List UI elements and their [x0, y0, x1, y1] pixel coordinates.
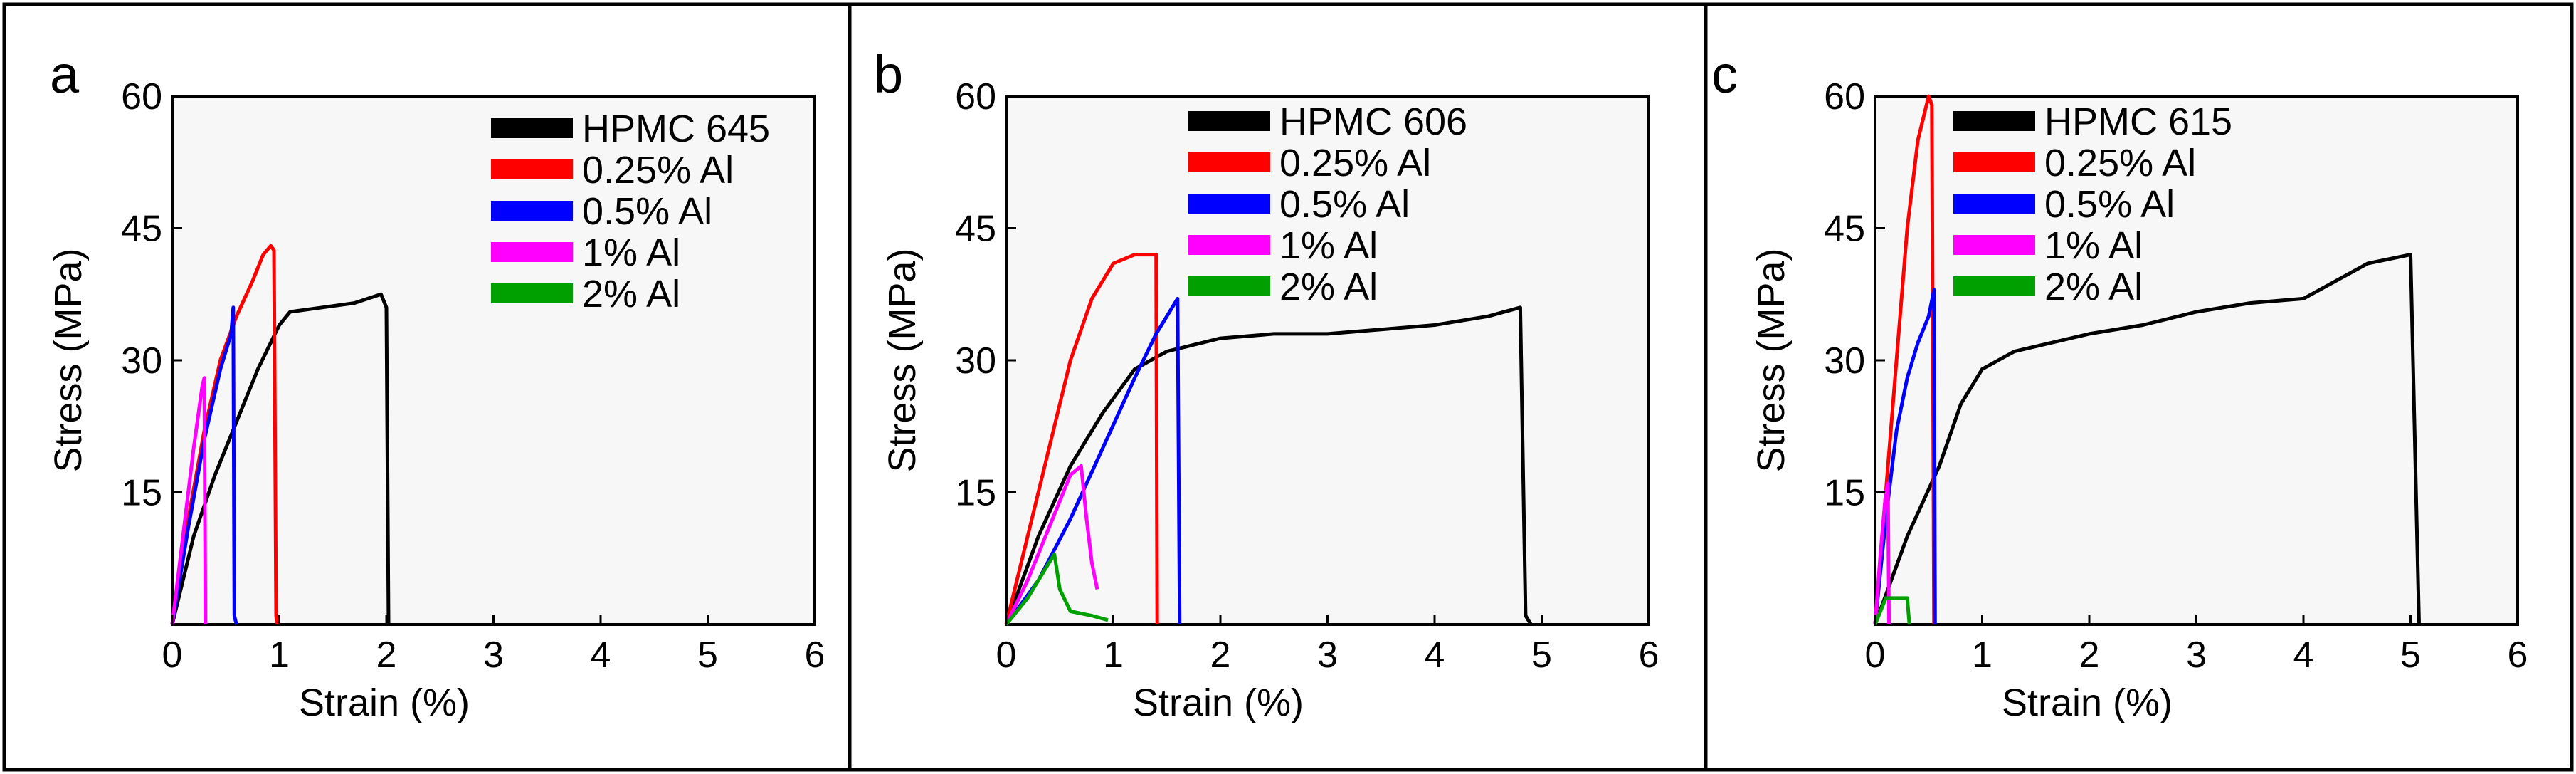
- legend-swatch: [1953, 111, 2035, 131]
- panel-letter: a: [50, 45, 80, 104]
- y-tick-label: 45: [1824, 209, 1865, 250]
- legend-swatch: [1188, 152, 1270, 172]
- legend-swatch: [491, 283, 573, 303]
- y-tick-label: 15: [121, 473, 162, 514]
- plot-area: [171, 95, 816, 626]
- legend-label: 1% Al: [1279, 224, 1378, 267]
- y-axis-label: Stress (MPa): [881, 248, 924, 472]
- series-line-0: [170, 292, 391, 625]
- x-tick-label: 6: [1639, 634, 1659, 676]
- legend-swatch: [1188, 194, 1270, 214]
- y-axis-label: Stress (MPa): [47, 248, 90, 472]
- legend-label: HPMC 615: [2044, 100, 2232, 143]
- y-tick-label: 30: [1824, 340, 1865, 382]
- y-tick-label: 60: [1824, 76, 1865, 117]
- series-line-3: [1873, 481, 1891, 625]
- series-line-4: [1873, 596, 1911, 625]
- legend-label: 0.25% Al: [582, 149, 734, 192]
- x-axis-label: Strain (%): [1133, 681, 1304, 724]
- y-tick-label: 30: [121, 340, 162, 382]
- x-tick-label: 6: [2508, 634, 2528, 676]
- legend-label: 0.25% Al: [1279, 142, 1431, 184]
- legend-label: 1% Al: [582, 231, 680, 274]
- series-line-0: [1873, 253, 2421, 625]
- x-axis-label: Strain (%): [2002, 681, 2173, 724]
- y-tick-label: 60: [955, 76, 996, 117]
- legend-label: 0.5% Al: [582, 190, 712, 233]
- x-tick-label: 1: [269, 634, 290, 676]
- x-tick-label: 0: [1865, 634, 1886, 676]
- x-tick-label: 4: [2293, 634, 2314, 676]
- legend-swatch: [1953, 276, 2035, 296]
- y-tick-label: 30: [955, 340, 996, 382]
- x-axis-label: Strain (%): [299, 681, 470, 724]
- legend-swatch: [1188, 235, 1270, 255]
- legend-label: HPMC 606: [1279, 100, 1467, 143]
- panel-letter: b: [874, 45, 903, 104]
- legend-swatch: [1188, 111, 1270, 131]
- x-tick-label: 3: [483, 634, 504, 676]
- x-tick-label: 5: [1531, 634, 1552, 676]
- y-tick-label: 45: [121, 209, 162, 250]
- x-tick-label: 5: [2400, 634, 2421, 676]
- x-tick-label: 2: [2079, 634, 2100, 676]
- x-tick-label: 3: [2186, 634, 2207, 676]
- plot-area: [1005, 95, 1650, 626]
- x-tick-label: 4: [591, 634, 611, 676]
- x-tick-label: 2: [376, 634, 397, 676]
- legend-swatch: [491, 242, 573, 262]
- y-tick-label: 15: [1824, 473, 1865, 514]
- series-line-0: [1004, 305, 1533, 626]
- legend-swatch: [491, 201, 573, 221]
- x-tick-label: 0: [162, 634, 183, 676]
- x-tick-label: 5: [697, 634, 718, 676]
- series-line-2: [170, 305, 238, 625]
- x-tick-label: 1: [1103, 634, 1124, 676]
- x-tick-label: 3: [1317, 634, 1338, 676]
- series-line-4: [1005, 552, 1109, 626]
- legend-swatch: [491, 118, 573, 138]
- x-tick-label: 6: [805, 634, 825, 676]
- y-tick-label: 15: [955, 473, 996, 514]
- x-tick-label: 0: [996, 634, 1017, 676]
- y-tick-label: 45: [955, 209, 996, 250]
- legend-swatch: [1953, 194, 2035, 214]
- y-tick-label: 60: [121, 76, 162, 117]
- legend-label: 0.25% Al: [2044, 142, 2196, 184]
- legend-label: 2% Al: [582, 273, 680, 315]
- legend-swatch: [1953, 235, 2035, 255]
- legend-swatch: [491, 159, 573, 179]
- series-line-1: [1873, 94, 1936, 625]
- series-line-1: [1004, 253, 1159, 625]
- plot-area: [1874, 95, 2519, 626]
- legend-label: 1% Al: [2044, 224, 2143, 267]
- series-line-3: [170, 376, 208, 625]
- legend-label: HPMC 645: [582, 108, 770, 150]
- legend-swatch: [1953, 152, 2035, 172]
- legend-label: 0.5% Al: [1279, 183, 1410, 226]
- panel-letter: c: [1711, 45, 1738, 104]
- legend-label: 0.5% Al: [2044, 183, 2175, 226]
- legend-swatch: [1188, 276, 1270, 296]
- legend-label: 2% Al: [2044, 266, 2143, 308]
- y-axis-label: Stress (MPa): [1750, 248, 1793, 472]
- x-tick-label: 2: [1210, 634, 1231, 676]
- x-tick-label: 4: [1425, 634, 1445, 676]
- series-line-3: [1004, 464, 1099, 626]
- x-tick-label: 1: [1972, 634, 1992, 676]
- legend-label: 2% Al: [1279, 266, 1378, 308]
